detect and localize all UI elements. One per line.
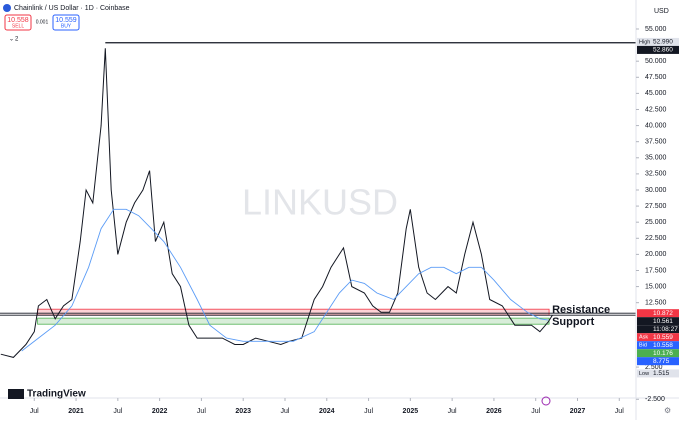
plot-area xyxy=(0,42,636,358)
axis-marker xyxy=(637,45,679,54)
y-tick-label: 2.500 xyxy=(645,364,663,371)
series-line xyxy=(0,48,553,358)
sell-label[interactable]: SELL xyxy=(12,23,24,29)
axis-marker-label: 52.860 xyxy=(653,47,673,54)
brand-logo xyxy=(8,389,24,399)
axis-marker-tag: Bid xyxy=(639,343,647,349)
axis-marker-tag: Ask xyxy=(639,335,648,341)
y-tick-label: 40.000 xyxy=(645,122,667,129)
brand: TradingView xyxy=(27,389,86,400)
spread: 0.001 xyxy=(36,19,49,25)
y-tick-label: 37.500 xyxy=(645,139,667,146)
x-tick-label: 2021 xyxy=(68,408,84,415)
y-tick-label: 22.500 xyxy=(645,235,667,242)
x-tick-label: Jul xyxy=(30,408,39,415)
sell-button[interactable] xyxy=(4,14,32,31)
y-tick-label: 27.500 xyxy=(645,203,667,210)
axis-marker xyxy=(637,317,679,326)
y-tick-label: 20.000 xyxy=(645,251,667,258)
axis-marker-label: 11:08:27 xyxy=(653,326,678,333)
x-tick-label: 2023 xyxy=(235,408,251,415)
axis-marker xyxy=(637,369,679,378)
x-tick-label: 2022 xyxy=(152,408,168,415)
y-tick-label: 47.500 xyxy=(645,74,667,81)
zone xyxy=(37,308,550,316)
zone-label: Resistance xyxy=(552,304,610,316)
x-tick-label: 2024 xyxy=(319,408,335,415)
x-tick-label: Jul xyxy=(281,408,290,415)
axis-marker-label: 10.559 xyxy=(653,334,673,341)
y-tick-label: 17.500 xyxy=(645,267,667,274)
y-tick-label: 30.000 xyxy=(645,187,667,194)
axis-marker-tag: High xyxy=(639,39,650,45)
x-tick-label: Jul xyxy=(364,408,373,415)
axis-marker xyxy=(637,333,679,342)
y-tick-label: 12.500 xyxy=(645,300,667,307)
buy-button[interactable] xyxy=(52,14,80,31)
x-tick-label: 2026 xyxy=(486,408,502,415)
axis-marker xyxy=(637,349,679,358)
x-tick-label: Jul xyxy=(615,408,624,415)
x-tick-label: Jul xyxy=(197,408,206,415)
y-tick-label: 50.000 xyxy=(645,58,667,65)
axis-marker xyxy=(637,309,679,318)
y-tick-label: 35.000 xyxy=(645,155,667,162)
axis-marker xyxy=(637,357,679,366)
buy-price[interactable]: 10.559 xyxy=(55,17,77,24)
y-tick-label: 32.500 xyxy=(645,171,667,178)
indicators-toggle[interactable]: ⌄ xyxy=(9,37,14,43)
sell-price[interactable]: 10.558 xyxy=(7,17,29,24)
x-tick-label: Jul xyxy=(113,408,122,415)
zone-label: Support xyxy=(552,316,594,328)
axis-marker-label: 10.176 xyxy=(653,350,673,357)
y-tick-label: 45.000 xyxy=(645,90,667,97)
axis-marker-label: 10.558 xyxy=(653,342,673,349)
axis-marker xyxy=(637,37,679,46)
y-tick-label: 25.000 xyxy=(645,219,667,226)
axis-marker xyxy=(637,325,679,334)
event-icon[interactable] xyxy=(541,396,551,406)
currency: USD xyxy=(654,8,669,15)
axis-marker-tag: Low xyxy=(639,371,649,377)
settings-icon[interactable]: ⚙ xyxy=(664,406,671,415)
x-tick-label: 2027 xyxy=(570,408,586,415)
watermark: LINKUSD xyxy=(242,182,398,223)
symbol-logo xyxy=(3,4,11,12)
y-tick-label: -2.500 xyxy=(645,396,665,403)
buy-label[interactable]: BUY xyxy=(61,23,72,29)
x-tick-label: Jul xyxy=(448,408,457,415)
axis-marker-label: 10.561 xyxy=(653,318,673,325)
axis-marker xyxy=(637,341,679,350)
axis-marker-label: 52.990 xyxy=(653,39,673,46)
series-line xyxy=(21,208,549,352)
x-tick-label: 2025 xyxy=(403,408,419,415)
axis-marker-label: 8.775 xyxy=(653,358,670,365)
y-tick-label: 15.000 xyxy=(645,283,667,290)
zone xyxy=(37,317,550,325)
indicators-count[interactable]: 2 xyxy=(15,37,19,43)
symbol: Chainlink / US Dollar · 1D · Coinbase xyxy=(14,5,130,12)
y-tick-label: 55.000 xyxy=(645,26,667,33)
x-tick-label: Jul xyxy=(531,408,540,415)
y-tick-label: 42.500 xyxy=(645,106,667,113)
axis-marker-label: 10.872 xyxy=(653,310,673,317)
axis-marker-label: 1.515 xyxy=(653,370,670,377)
